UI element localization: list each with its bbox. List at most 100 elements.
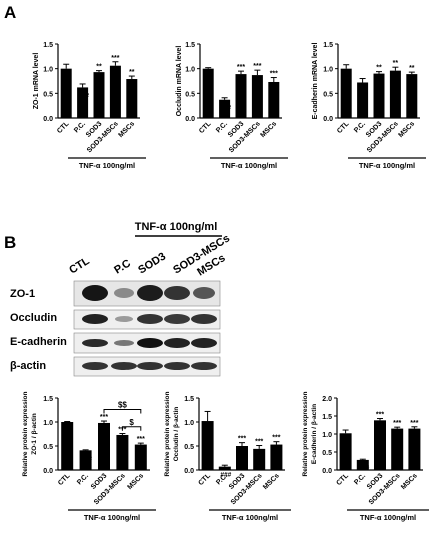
y-tick-label: 2.0	[322, 396, 332, 403]
y-tick-label: 0.0	[322, 468, 332, 475]
y-axis-label: ZO-1 / β-actin	[31, 413, 38, 455]
blot-band	[111, 362, 137, 370]
y-axis-label: Relative protein expression	[22, 392, 29, 477]
treatment-label: TNF-α 100ng/ml	[222, 513, 278, 522]
y-tick-label: 0.5	[43, 91, 53, 98]
bar	[60, 68, 72, 118]
significance-mark: **	[409, 65, 415, 72]
blot-band	[82, 339, 108, 347]
blot-band	[137, 285, 163, 301]
bar	[219, 99, 231, 118]
y-axis-label: Occludin mRNA level	[176, 46, 183, 117]
y-tick-label: 1.0	[184, 420, 194, 427]
x-tick-label: SOD3-MSCs	[230, 472, 264, 506]
panel-a-label: A	[4, 3, 16, 22]
bar	[356, 459, 369, 470]
x-tick-label: MSCs	[400, 472, 419, 491]
y-tick-label: 0.5	[43, 444, 53, 451]
blot-band	[137, 338, 163, 348]
blot-band	[164, 362, 190, 370]
y-tick-label: 1.0	[43, 420, 53, 427]
significance-bracket	[103, 409, 142, 414]
x-tick-label: CTL	[336, 120, 351, 135]
y-tick-label: 1.0	[323, 67, 333, 74]
x-tick-label: P.C.	[73, 120, 87, 134]
x-tick-label: SOD3-MSCs	[368, 472, 402, 506]
treatment-label: TNF-α 100ng/ml	[359, 161, 415, 170]
significance-mark: ***	[270, 71, 278, 78]
blot-band	[82, 362, 108, 370]
blot-band	[114, 288, 134, 298]
bar	[357, 82, 369, 118]
treatment-label: TNF-α 100ng/ml	[221, 161, 277, 170]
significance-mark: ***	[237, 64, 245, 71]
significance-mark: ***	[238, 436, 246, 443]
bar-chart: 0.0 0.5 1.0 1.5 Relative protein expression O…	[164, 392, 291, 522]
y-axis-label: E-cadherin mRNA level	[312, 43, 319, 120]
western-blot: TNF-α 100ng/ml CTL P.C SOD3 SOD3-MSCs MS…	[10, 221, 232, 377]
blot-band	[191, 338, 217, 348]
bar	[373, 73, 385, 118]
treatment-label: TNF-α 100ng/ml	[360, 513, 416, 522]
blot-header: TNF-α 100ng/ml	[135, 221, 218, 233]
significance-mark: ***	[393, 420, 401, 427]
y-tick-label: 1.5	[322, 414, 332, 421]
x-tick-label: MSCs	[398, 120, 417, 139]
bar	[109, 65, 121, 118]
significance-mark: ***	[410, 420, 418, 427]
blot-band	[115, 316, 133, 322]
x-tick-label: CTL	[335, 472, 350, 487]
bar	[236, 446, 248, 470]
blot-lane-label: CTL	[67, 255, 92, 277]
blot-band	[164, 338, 190, 348]
significance-mark: ##	[360, 87, 368, 94]
blot-row-label: ZO-1	[10, 288, 35, 300]
blot-band	[191, 314, 217, 324]
y-axis-label: E-cadherin / β-actin	[311, 404, 318, 464]
bar	[61, 422, 74, 470]
blot-band	[193, 287, 215, 299]
x-tick-label: CTL	[56, 120, 71, 135]
y-tick-label: 0.0	[43, 116, 53, 123]
bar-chart: 0.00.51.01.5ZO-1 mRNA levelCTL###P.C.**S…	[33, 42, 146, 170]
significance-mark: **	[376, 65, 382, 72]
bar	[116, 434, 129, 470]
blot-band	[164, 286, 190, 300]
x-tick-label: P.C.	[353, 472, 367, 486]
panel-b-label: B	[4, 233, 16, 252]
x-tick-label: MSCs	[260, 120, 279, 139]
bar	[79, 450, 92, 470]
blot-band	[191, 362, 217, 370]
blot-band	[82, 285, 108, 301]
bar	[77, 87, 89, 118]
bar	[389, 70, 401, 118]
y-axis-label: Occludin / β-actin	[173, 407, 180, 462]
significance-mark: ***	[100, 414, 108, 421]
y-tick-label: 1.5	[323, 42, 333, 49]
blot-band	[82, 314, 108, 324]
blot-lane-label: P.C	[112, 257, 133, 276]
bar	[218, 466, 231, 470]
bar	[268, 81, 280, 118]
y-tick-label: 0.5	[322, 450, 332, 457]
bracket-label: $$	[118, 401, 127, 410]
bar	[340, 68, 352, 118]
treatment-label: TNF-α 100ng/ml	[84, 513, 140, 522]
significance-mark: ###	[81, 455, 92, 462]
y-tick-label: 1.5	[184, 396, 194, 403]
bar	[253, 448, 266, 470]
bar	[126, 79, 138, 118]
bar	[406, 74, 418, 118]
bar	[391, 428, 404, 470]
y-tick-label: 1.5	[43, 396, 53, 403]
significance-mark: ***	[111, 55, 119, 62]
blot-band	[164, 314, 190, 324]
x-tick-label: MSCs	[127, 472, 146, 491]
significance-mark: ***	[137, 436, 145, 443]
significance-mark: ***	[376, 412, 384, 419]
bar	[408, 428, 421, 470]
significance-mark: ***	[272, 435, 280, 442]
y-tick-label: 0.5	[184, 444, 194, 451]
blot-row-label: β-actin	[10, 360, 46, 372]
